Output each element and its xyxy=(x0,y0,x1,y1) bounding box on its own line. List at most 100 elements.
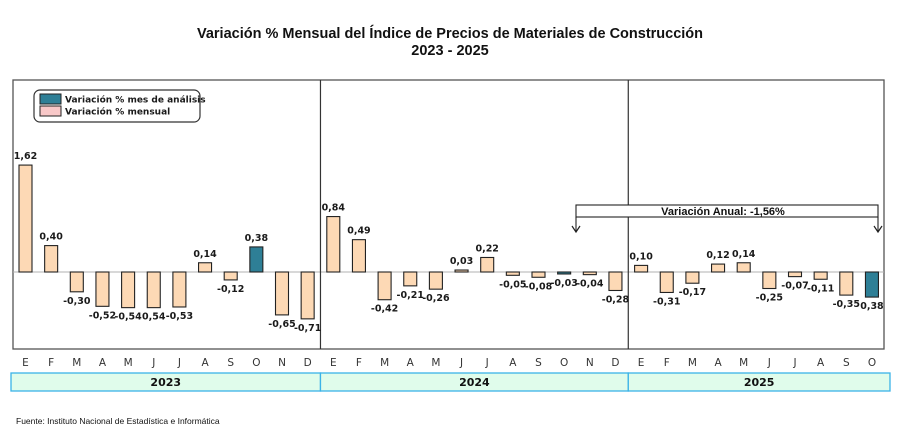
annotation-box xyxy=(575,204,879,218)
data-label: -0,17 xyxy=(679,287,706,298)
month-tick-label: F xyxy=(356,357,362,369)
month-tick-label: A xyxy=(201,357,209,369)
month-tick-label: A xyxy=(99,357,107,369)
bar-2023-5 xyxy=(121,271,136,309)
bar-2025-1 xyxy=(634,264,649,273)
month-tick-label: O xyxy=(868,357,876,369)
month-tick-label: N xyxy=(586,357,594,369)
bar-2023-10 xyxy=(249,246,264,273)
bar-2024-1 xyxy=(326,216,341,273)
month-tick-label: J xyxy=(485,357,489,369)
bar-2024-7 xyxy=(480,256,495,273)
bar-2023-6 xyxy=(146,271,161,309)
year-band-2025 xyxy=(627,372,891,392)
chart-title: Variación % Mensual del Índice de Precio… xyxy=(196,26,704,42)
month-tick-label: M xyxy=(380,357,389,369)
data-label: -0,31 xyxy=(653,296,680,307)
data-label: -0,28 xyxy=(602,294,630,305)
legend-box xyxy=(33,89,201,123)
month-tick-label: E xyxy=(330,357,337,369)
source-note: Fuente: Instituto Nacional de Estadístic… xyxy=(16,416,220,426)
bar-2023-9 xyxy=(223,271,238,281)
data-label: -0,05 xyxy=(499,279,526,290)
data-label: 0,40 xyxy=(39,232,63,243)
month-tick-label: S xyxy=(227,357,234,369)
data-label: 0,03 xyxy=(450,256,473,267)
month-tick-label: J xyxy=(177,357,181,369)
year-label: 2025 xyxy=(744,376,775,389)
bar-2024-9 xyxy=(531,271,546,278)
data-label: -0,12 xyxy=(217,284,244,295)
data-label: 0,12 xyxy=(706,250,729,261)
arrow-down-icon xyxy=(571,225,581,234)
bar-2024-5 xyxy=(428,271,443,290)
bar-2023-11 xyxy=(274,271,290,316)
data-label: -0,07 xyxy=(781,281,808,292)
bar-2025-10 xyxy=(864,271,880,298)
data-label: -0,25 xyxy=(756,293,783,304)
bar-2024-2 xyxy=(351,239,367,273)
data-label: -0,52 xyxy=(89,310,116,321)
data-label: -0,42 xyxy=(371,304,398,315)
data-label: 0,84 xyxy=(322,203,346,214)
bar-2023-8 xyxy=(198,262,213,273)
data-label: 0,22 xyxy=(475,243,498,254)
month-tick-label: M xyxy=(72,357,81,369)
month-tick-label: E xyxy=(638,357,645,369)
bar-2025-7 xyxy=(787,271,803,278)
data-label: 0,38 xyxy=(245,233,269,244)
data-label: 1,62 xyxy=(14,151,37,162)
data-label: -0,21 xyxy=(397,290,424,301)
month-tick-label: N xyxy=(278,357,286,369)
bar-2023-4 xyxy=(95,271,110,307)
month-tick-label: M xyxy=(431,357,440,369)
data-label: -0,71 xyxy=(294,323,321,334)
month-tick-label: O xyxy=(252,357,260,369)
bar-2024-4 xyxy=(403,271,418,287)
bar-2024-6 xyxy=(454,269,469,273)
arrow-down-icon xyxy=(873,225,883,234)
month-tick-label: S xyxy=(535,357,542,369)
month-tick-label: M xyxy=(688,357,697,369)
month-tick-label: A xyxy=(817,357,825,369)
data-label: -0,03 xyxy=(550,278,577,289)
month-tick-label: J xyxy=(767,357,771,369)
legend-label: Variación % mensual xyxy=(65,107,170,118)
month-tick-label: O xyxy=(560,357,568,369)
month-tick-label: F xyxy=(48,357,54,369)
data-label: 0,38 xyxy=(860,301,884,312)
bar-2025-5 xyxy=(736,262,751,273)
month-tick-label: J xyxy=(459,357,463,369)
bar-2025-3 xyxy=(685,271,700,284)
bar-2025-2 xyxy=(659,271,674,294)
month-tick-label: D xyxy=(304,357,312,369)
chart-subtitle: 2023 - 2025 xyxy=(411,43,489,59)
bar-2023-3 xyxy=(69,271,84,293)
data-label: -0,35 xyxy=(833,299,860,310)
bar-2025-8 xyxy=(813,271,828,280)
bar-2024-11 xyxy=(582,271,597,276)
month-tick-label: S xyxy=(843,357,850,369)
data-label: -0,30 xyxy=(63,296,91,307)
month-tick-label: M xyxy=(739,357,748,369)
data-label: 0,10 xyxy=(629,251,653,262)
month-tick-label: E xyxy=(22,357,29,369)
bar-2023-12 xyxy=(300,271,315,320)
month-tick-label: D xyxy=(611,357,619,369)
data-label: 0,14 xyxy=(732,249,756,260)
legend-swatch xyxy=(39,105,62,117)
bar-2024-3 xyxy=(377,271,392,301)
bar-2024-8 xyxy=(505,271,520,276)
bar-2024-12 xyxy=(608,271,623,292)
annotation-text: Variación Anual: -1,56% xyxy=(661,206,785,218)
data-label: -0,04 xyxy=(576,279,604,290)
data-label: 0,49 xyxy=(347,226,370,237)
month-tick-label: A xyxy=(509,357,517,369)
legend-swatch xyxy=(39,93,62,105)
month-tick-label: F xyxy=(664,357,670,369)
year-label: 2024 xyxy=(459,376,490,389)
data-label: -0,11 xyxy=(807,283,834,294)
bar-2025-9 xyxy=(839,271,854,296)
month-tick-label: J xyxy=(151,357,155,369)
